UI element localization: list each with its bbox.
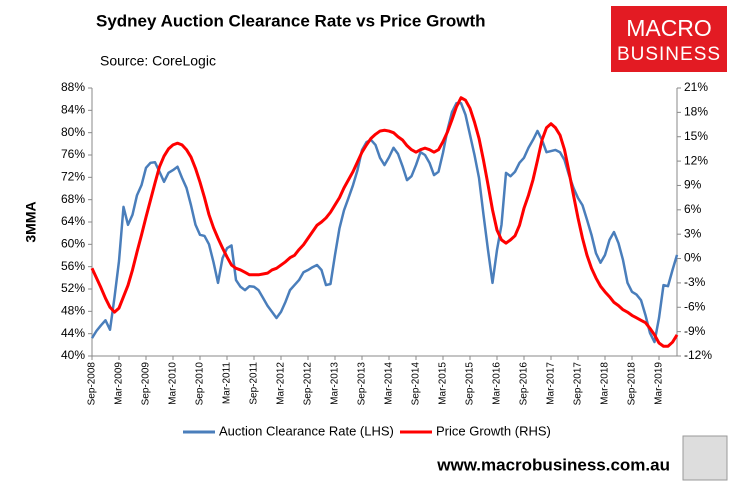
y2-tick-label: 21% (684, 80, 708, 94)
x-tick-label: Mar-2016 (492, 362, 503, 405)
y2-tick-label: 15% (684, 129, 708, 143)
y2-tick-label: 6% (684, 202, 702, 216)
footer: www.macrobusiness.com.au (436, 455, 670, 474)
x-tick-label: Mar-2014 (384, 362, 395, 405)
y2-tick-label: 18% (684, 105, 708, 119)
logo-text: BUSINESS (617, 44, 721, 65)
y2-tick-label: -6% (684, 299, 706, 313)
logo (611, 6, 727, 72)
y2-tick-label: 12% (684, 153, 708, 167)
logo-icon (682, 435, 728, 481)
x-tick-label: Sep-2016 (519, 362, 530, 406)
chart-subtitle: Source: CoreLogic (100, 53, 216, 69)
y-tick-label: 72% (61, 170, 85, 184)
x-tick-label: Sep-2013 (357, 362, 368, 406)
x-tick-label: Mar-2017 (546, 362, 557, 405)
y2-tick-label: 0% (684, 251, 702, 265)
y-tick-label: 40% (61, 348, 85, 362)
y2-tick-label: -3% (684, 275, 706, 289)
x-tick-label: Sep-2018 (627, 362, 638, 406)
y2-tick-label: -9% (684, 324, 706, 338)
logo-text: MACRO (626, 15, 712, 41)
y2-tick-label: 3% (684, 226, 702, 240)
y-tick-label: 68% (61, 192, 85, 206)
y-tick-label: 80% (61, 125, 85, 139)
x-tick-label: Sep-2015 (465, 362, 476, 406)
x-tick-label: Sep-2017 (573, 362, 584, 406)
x-tick-label: Sep-2009 (141, 362, 152, 406)
x-tick-label: Mar-2010 (168, 362, 179, 405)
y2-tick-label: -12% (684, 348, 712, 362)
y-axis-label: 3MMA (23, 201, 39, 242)
y-tick-label: 44% (61, 326, 85, 340)
x-tick-label: Mar-2009 (114, 362, 125, 405)
chart-title: Sydney Auction Clearance Rate vs Price G… (96, 11, 486, 30)
y-tick-label: 84% (61, 103, 85, 117)
y-tick-label: 52% (61, 281, 85, 295)
legend-label: Auction Clearance Rate (LHS) (219, 423, 394, 438)
y-tick-label: 76% (61, 147, 85, 161)
legend-label: Price Growth (RHS) (436, 423, 551, 438)
series-line (90, 101, 679, 344)
x-tick-label: Mar-2011 (222, 362, 233, 404)
x-tick-label: Sep-2011 (249, 362, 260, 405)
y-tick-label: 48% (61, 304, 85, 318)
x-tick-label: Sep-2014 (411, 362, 422, 406)
x-tick-label: Mar-2018 (600, 362, 611, 405)
x-tick-label: Sep-2012 (303, 362, 314, 406)
x-tick-label: Mar-2015 (438, 362, 449, 405)
series-line (90, 96, 679, 348)
y2-tick-label: 9% (684, 178, 702, 192)
x-tick-label: Mar-2013 (330, 362, 341, 405)
x-tick-label: Mar-2019 (654, 362, 665, 405)
y-tick-label: 64% (61, 214, 85, 228)
y-tick-label: 56% (61, 259, 85, 273)
y-tick-label: 88% (61, 80, 85, 94)
y-tick-label: 60% (61, 237, 85, 251)
x-tick-label: Sep-2010 (195, 362, 206, 406)
x-tick-label: Mar-2012 (276, 362, 287, 405)
x-tick-label: Sep-2008 (87, 362, 98, 406)
